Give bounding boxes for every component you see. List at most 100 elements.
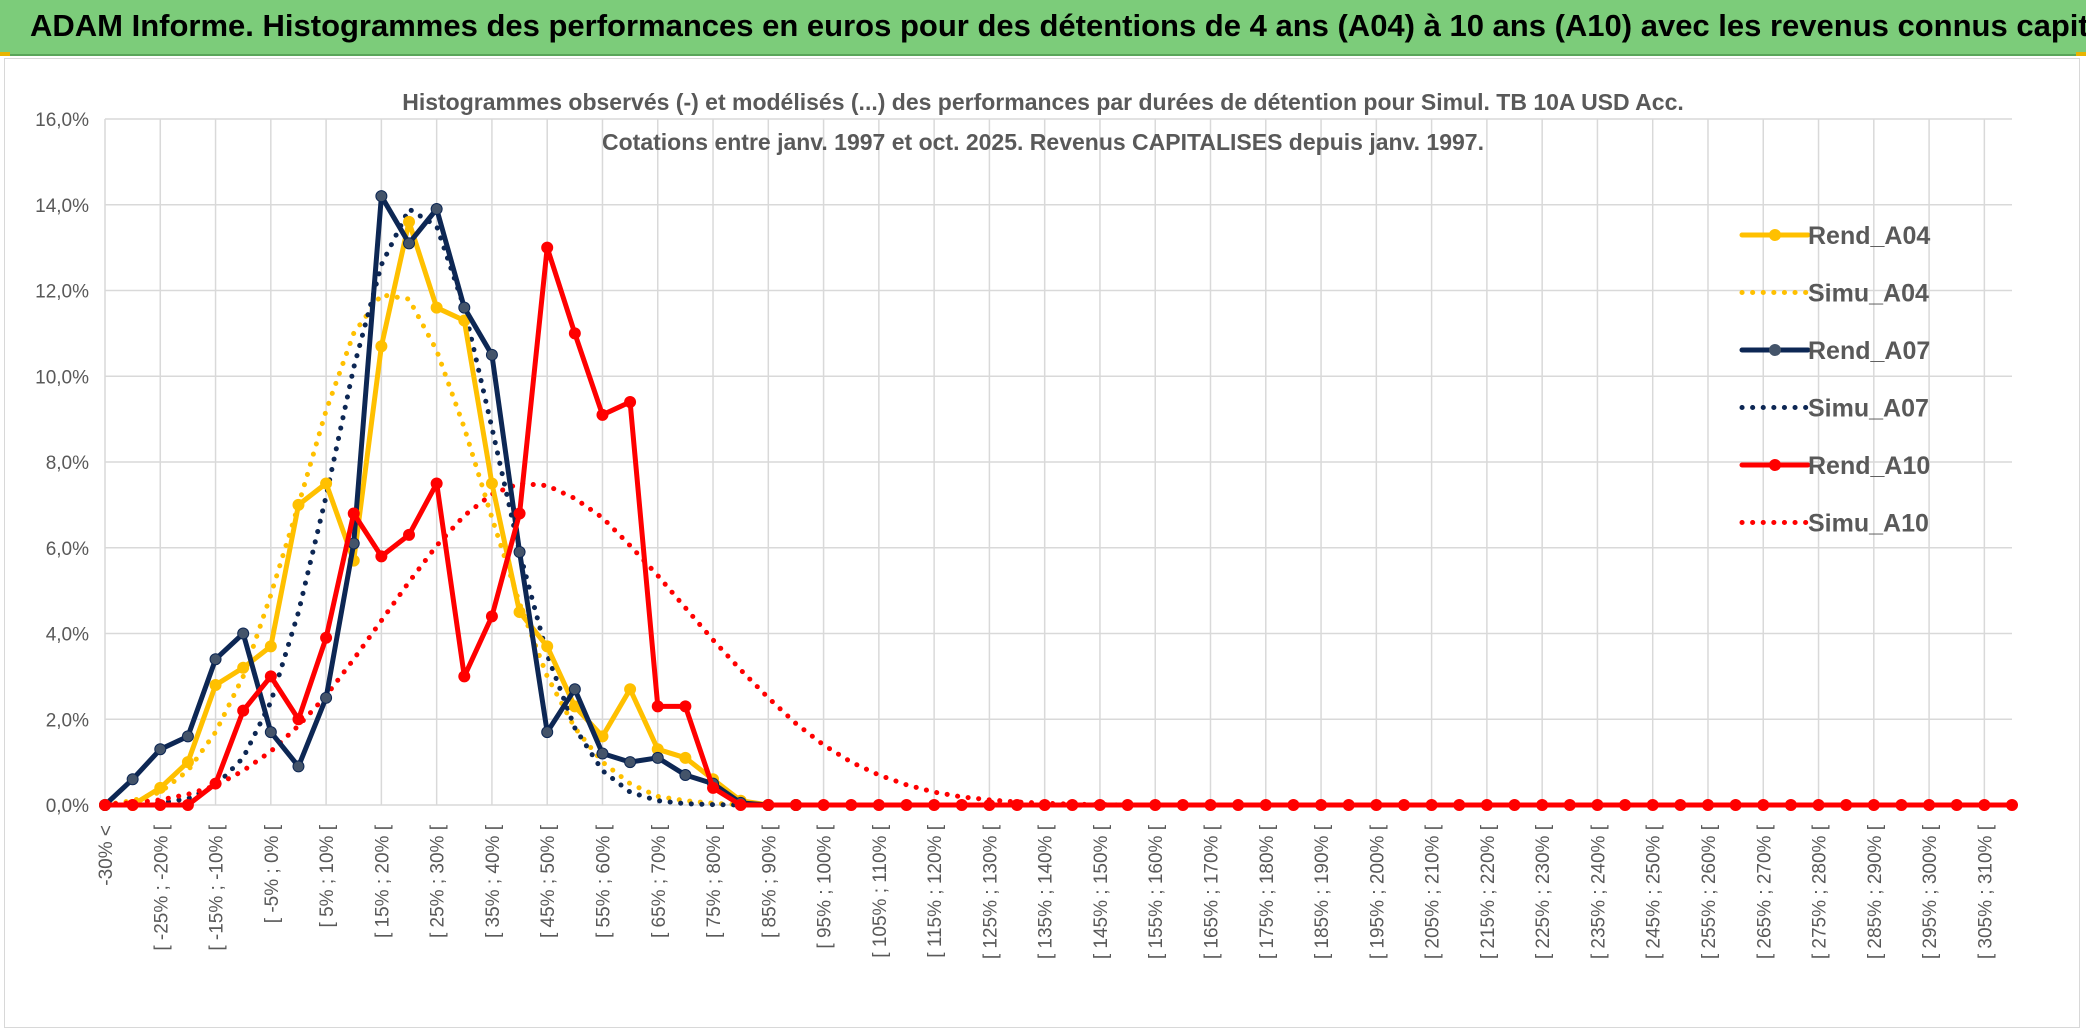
- data-point-Rend_A04: [430, 301, 443, 314]
- data-point-Rend_A10: [762, 799, 775, 811]
- data-point-Rend_A10: [1176, 799, 1189, 811]
- data-point-Rend_A10: [1287, 799, 1300, 811]
- data-point-Rend_A10: [1315, 799, 1328, 811]
- x-tick-label: [ 295% ; 300% [: [1920, 824, 1941, 959]
- data-point-Rend_A10: [1563, 799, 1576, 811]
- data-point-Rend_A10: [1204, 799, 1217, 811]
- x-tick-label: [ 135% ; 140% [: [1036, 824, 1057, 959]
- data-point-Rend_A10: [1480, 799, 1493, 811]
- x-tick-label: [ 175% ; 180% [: [1257, 824, 1278, 959]
- x-tick-label: [ 225% ; 230% [: [1533, 824, 1554, 959]
- data-point-Rend_A04: [624, 683, 637, 696]
- data-point-Rend_A10: [568, 327, 581, 340]
- chart-frame: [4, 58, 2080, 1028]
- data-point-Rend_A10: [458, 670, 471, 683]
- data-point-Rend_A10: [541, 241, 554, 254]
- data-point-Rend_A10: [900, 799, 913, 811]
- series-line-Simu_A10: [102, 480, 1131, 808]
- data-point-Rend_A10: [1149, 799, 1162, 811]
- data-point-Rend_A04: [679, 751, 692, 764]
- chart-subtitle: Cotations entre janv. 1997 et oct. 2025.…: [602, 129, 1484, 155]
- data-point-Rend_A10: [347, 507, 360, 520]
- data-point-Rend_A07: [320, 691, 333, 704]
- x-tick-label: [ 45% ; 50% [: [538, 824, 559, 938]
- legend-marker-Rend_A04: [1769, 229, 1781, 241]
- series-group: [99, 190, 2018, 811]
- x-tick-label: [ -5% ; 0% [: [262, 824, 283, 923]
- x-tick-label: [ 155% ; 160% [: [1146, 824, 1167, 959]
- corner-mark-left: [0, 52, 10, 56]
- data-point-Rend_A07: [679, 768, 692, 781]
- data-point-Rend_A10: [1674, 799, 1687, 811]
- data-point-Rend_A07: [237, 627, 250, 640]
- x-tick-label: [ 285% ; 290% [: [1865, 824, 1886, 959]
- legend-label-Rend_A07: Rend_A07: [1808, 337, 1930, 365]
- data-point-Rend_A10: [1397, 799, 1410, 811]
- legend: Rend_A04 Simu_A04 Rend_A07 Simu_A07 Rend_A10…: [1739, 222, 1930, 538]
- y-tick-label: 10,0%: [35, 367, 89, 388]
- data-point-Rend_A10: [1812, 799, 1825, 811]
- x-tick-label: [ 305% ; 310% [: [1975, 824, 1996, 959]
- data-point-Rend_A10: [1867, 799, 1880, 811]
- data-point-Rend_A07: [624, 756, 637, 769]
- report-banner: ADAM Informe. Histogrammes des performan…: [0, 0, 2086, 56]
- data-point-Rend_A07: [209, 653, 222, 666]
- corner-mark-right: [2076, 52, 2086, 56]
- data-point-Rend_A10: [1923, 799, 1936, 811]
- x-tick-label: [ 255% ; 260% [: [1699, 824, 1720, 959]
- data-point-Rend_A07: [126, 773, 139, 786]
- series-line-Rend_A07: [102, 193, 799, 808]
- data-point-Rend_A10: [845, 799, 858, 811]
- data-point-Rend_A07: [458, 301, 471, 314]
- data-point-Rend_A10: [99, 799, 111, 811]
- data-point-Rend_A10: [320, 631, 333, 644]
- data-point-Rend_A10: [181, 799, 194, 811]
- x-tick-label: [ 25% ; 30% [: [428, 824, 449, 938]
- legend-label-Simu_A04: Simu_A04: [1808, 280, 1929, 308]
- data-point-Rend_A04: [320, 477, 333, 490]
- x-tick-label: [ 65% ; 70% [: [649, 824, 670, 938]
- x-tick-label: [ 75% ; 80% [: [704, 824, 725, 938]
- data-point-Rend_A10: [375, 550, 388, 563]
- data-point-Rend_A04: [485, 477, 498, 490]
- x-tick-label: [ 245% ; 250% [: [1644, 824, 1665, 959]
- data-point-Rend_A04: [403, 215, 416, 228]
- data-point-Rend_A10: [1784, 799, 1797, 811]
- y-tick-label: 0,0%: [46, 796, 89, 817]
- data-point-Rend_A10: [126, 799, 139, 811]
- y-tick-label: 16,0%: [35, 110, 89, 131]
- data-point-Rend_A10: [1646, 799, 1659, 811]
- data-point-Rend_A07: [292, 760, 305, 773]
- data-point-Rend_A10: [1840, 799, 1853, 811]
- data-point-Rend_A07: [430, 203, 443, 216]
- series-line-Rend_A04: [102, 219, 799, 808]
- data-point-Rend_A10: [1011, 799, 1024, 811]
- data-point-Rend_A10: [1232, 799, 1245, 811]
- x-tick-label: [ 165% ; 170% [: [1202, 824, 1223, 959]
- data-point-Rend_A10: [872, 799, 885, 811]
- data-point-Rend_A10: [789, 799, 802, 811]
- data-point-Rend_A04: [181, 756, 194, 769]
- data-point-Rend_A10: [264, 670, 277, 683]
- x-tick-label: [ 5% ; 10% [: [317, 824, 338, 927]
- x-tick-label: [ 55% ; 60% [: [593, 824, 614, 938]
- x-tick-label: [ 265% ; 270% [: [1754, 824, 1775, 959]
- x-tick-label: [ 195% ; 200% [: [1367, 824, 1388, 959]
- data-point-Rend_A10: [651, 700, 664, 713]
- data-point-Rend_A04: [264, 640, 277, 653]
- data-point-Rend_A10: [403, 528, 416, 541]
- data-point-Rend_A10: [1370, 799, 1383, 811]
- data-point-Rend_A10: [707, 781, 720, 794]
- data-point-Rend_A10: [209, 777, 222, 790]
- data-point-Rend_A07: [154, 743, 167, 756]
- data-point-Rend_A07: [513, 546, 526, 559]
- y-tick-label: 12,0%: [35, 282, 89, 303]
- x-tick-label: [ -15% ; -10% [: [207, 824, 228, 950]
- y-tick-label: 14,0%: [35, 196, 89, 217]
- data-point-Rend_A10: [679, 700, 692, 713]
- report-title: ADAM Informe. Histogrammes des performan…: [30, 8, 2086, 43]
- data-point-Rend_A10: [292, 713, 305, 726]
- x-tick-label: [ 105% ; 110% [: [870, 824, 891, 957]
- data-point-Rend_A07: [596, 747, 609, 760]
